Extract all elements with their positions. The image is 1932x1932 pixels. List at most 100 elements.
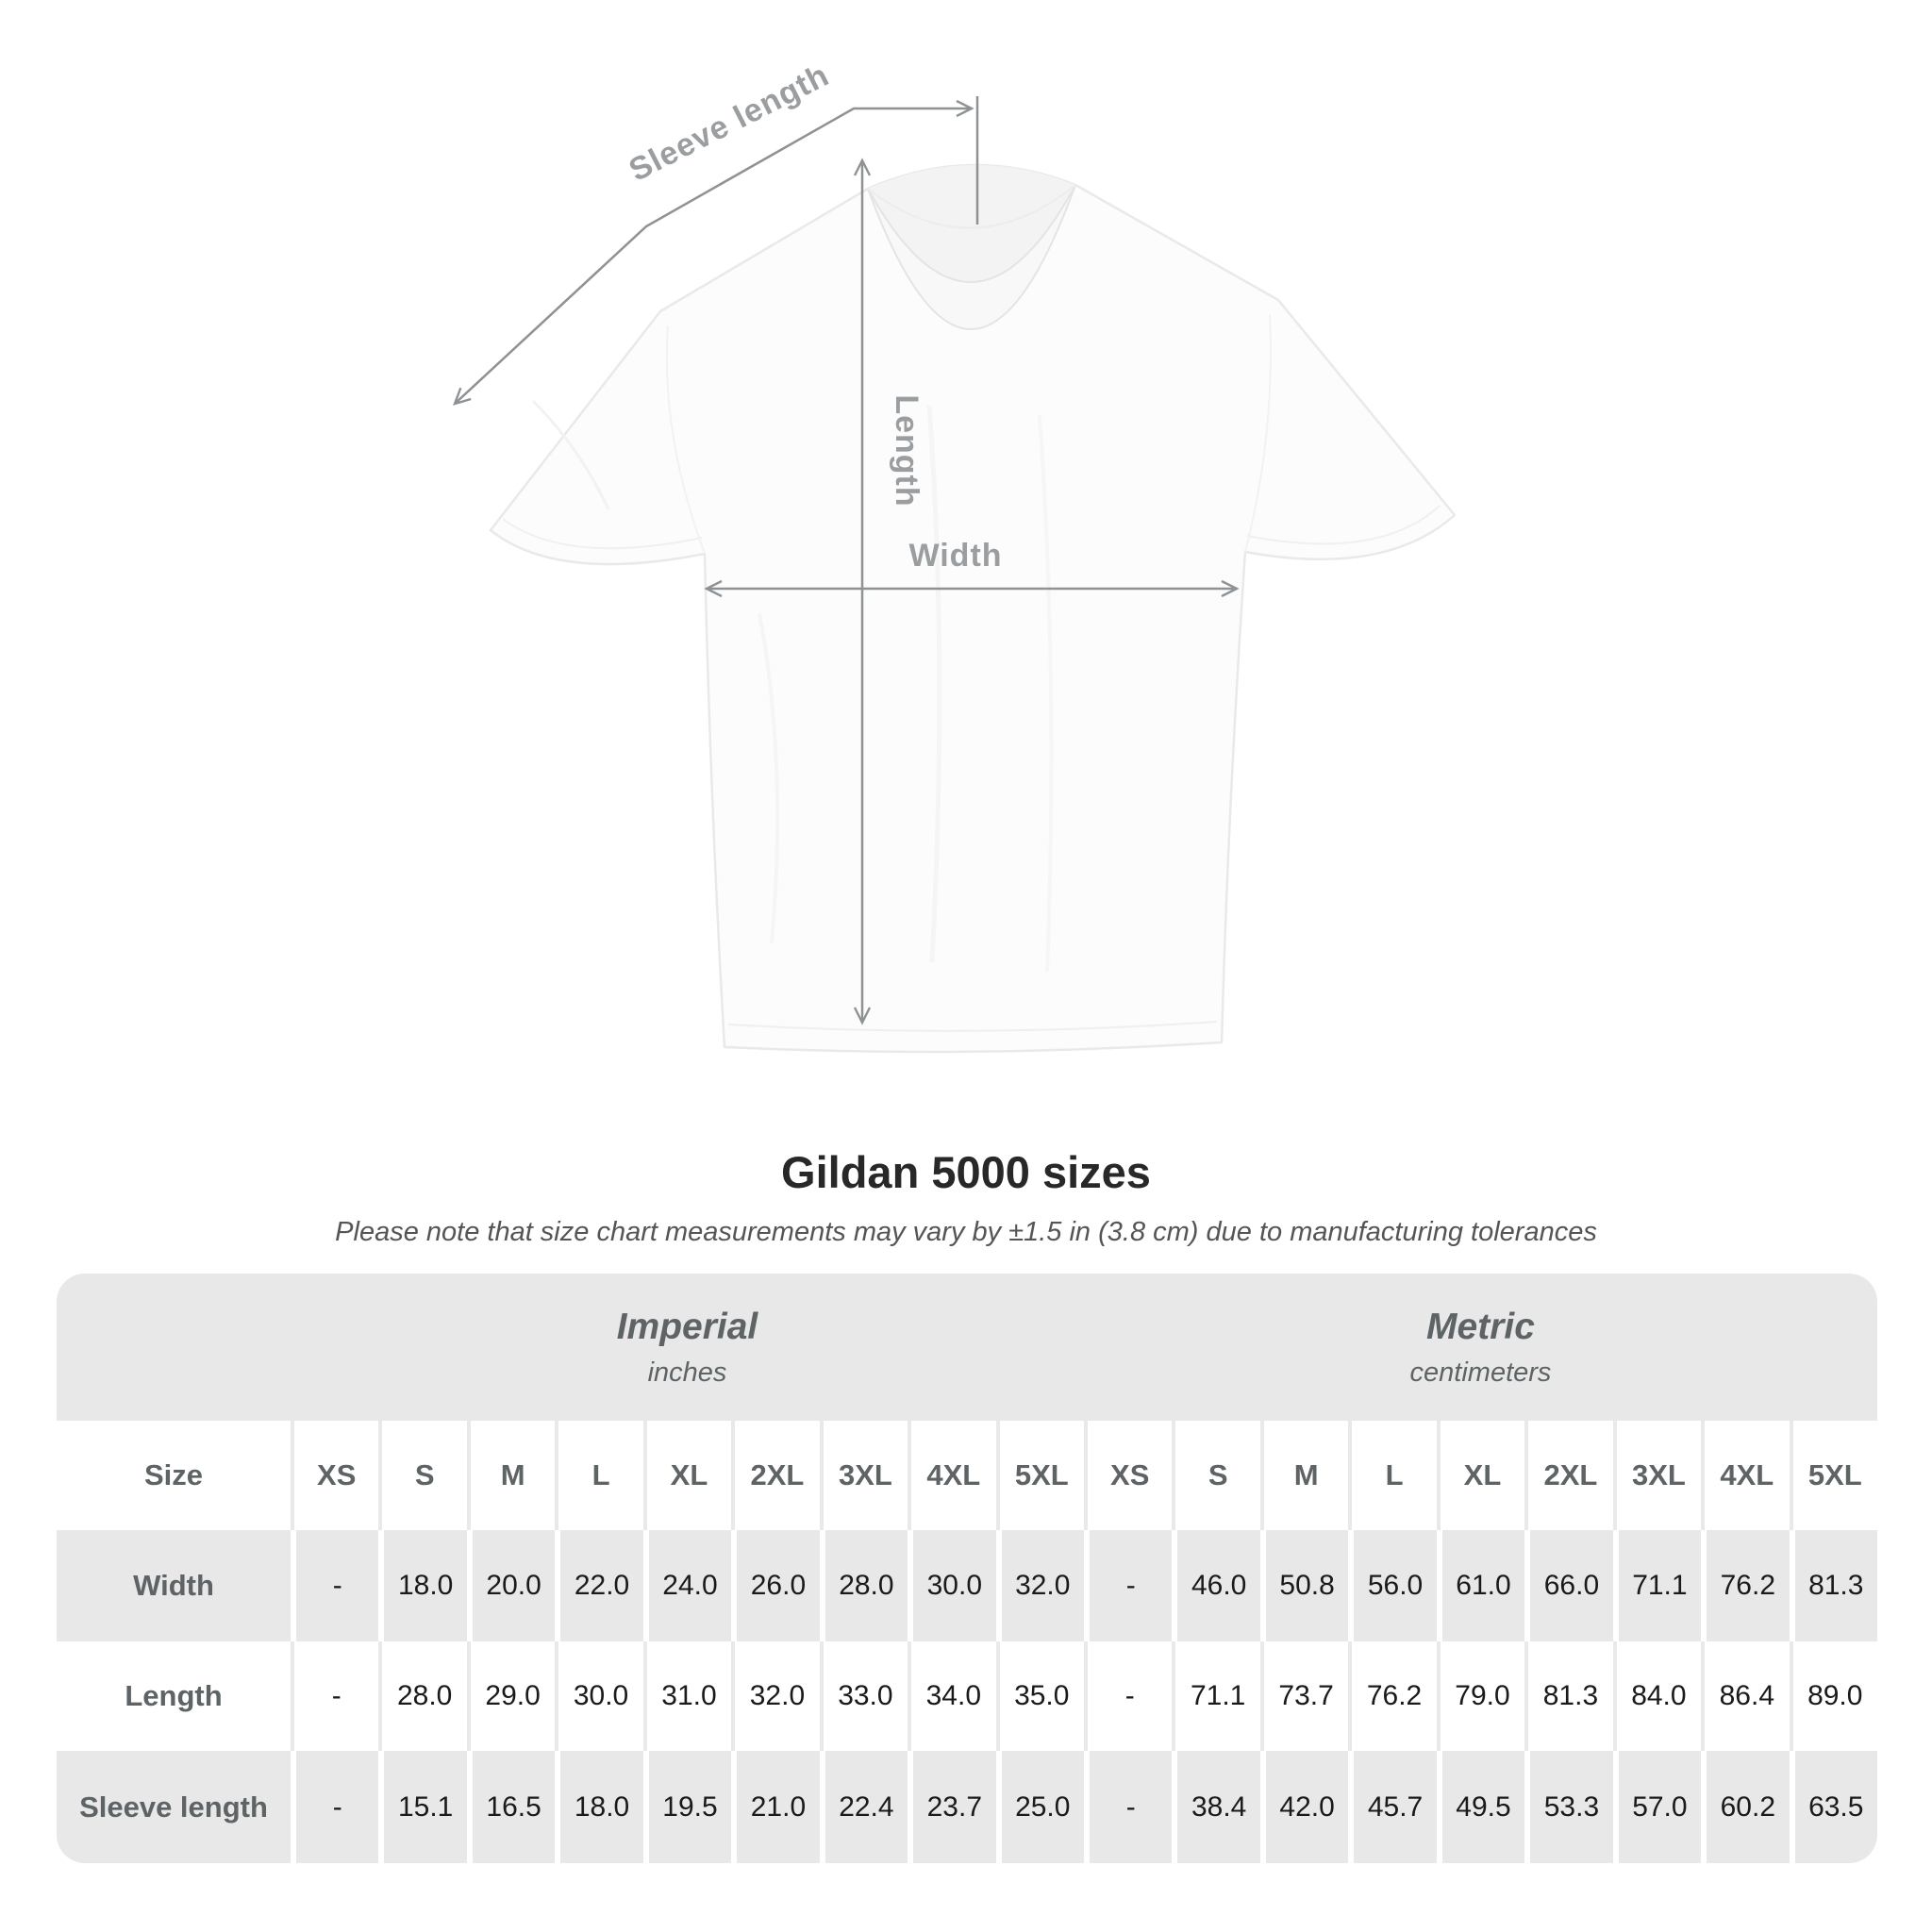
imperial-size-header-l: L	[555, 1421, 643, 1530]
metric-sublabel: centimeters	[1409, 1357, 1552, 1388]
metric-value-cell: 76.2	[1701, 1530, 1790, 1641]
imperial-value-cell: 30.0	[908, 1530, 996, 1641]
metric-value-cell: 46.0	[1172, 1530, 1260, 1641]
imperial-value-cell: 21.0	[731, 1751, 820, 1863]
sleeve-fold-line	[531, 399, 610, 510]
imperial-value-cell: 18.0	[555, 1751, 643, 1863]
metric-value-cell: 61.0	[1436, 1530, 1525, 1641]
imperial-size-header-3xl: 3XL	[819, 1421, 908, 1530]
unit-band-background	[57, 1274, 1877, 1421]
imperial-size-header-xl: XL	[642, 1421, 732, 1530]
metric-value-cell: 89.0	[1789, 1641, 1877, 1751]
size-column-header: Size	[57, 1421, 291, 1530]
metric-value-cell: 42.0	[1259, 1751, 1349, 1863]
imperial-size-header-xs: XS	[291, 1421, 379, 1530]
imperial-value-cell: 26.0	[731, 1530, 820, 1641]
imperial-size-header-2xl: 2XL	[731, 1421, 820, 1530]
row-label-length: Length	[125, 1679, 223, 1712]
tshirt-illustration	[489, 163, 1457, 1054]
imperial-value-cell: 32.0	[995, 1530, 1084, 1641]
imperial-size-header-4xl: 4XL	[908, 1421, 996, 1530]
imperial-value-cell: 28.0	[819, 1530, 908, 1641]
metric-value-cell: 66.0	[1524, 1530, 1613, 1641]
metric-size-header-2xl: 2XL	[1524, 1421, 1613, 1530]
metric-size-header-3xl: 3XL	[1612, 1421, 1702, 1530]
metric-value-cell: 71.1	[1612, 1530, 1702, 1641]
imperial-value-cell: 22.4	[819, 1751, 908, 1863]
tshirt-diagram: Sleeve length Length Width	[453, 58, 1457, 1054]
metric-value-cell: 84.0	[1612, 1641, 1701, 1751]
imperial-value-cell: 29.0	[466, 1641, 555, 1751]
metric-size-header-xl: XL	[1436, 1421, 1525, 1530]
metric-value-cell: 60.2	[1701, 1751, 1790, 1863]
metric-value-cell: -	[1083, 1530, 1173, 1641]
metric-value-cell: 49.5	[1436, 1751, 1525, 1863]
metric-value-cell: 79.0	[1436, 1641, 1524, 1751]
metric-value-cell: -	[1083, 1751, 1173, 1863]
page-title: Gildan 5000 sizes	[781, 1147, 1151, 1197]
metric-size-header-m: M	[1259, 1421, 1349, 1530]
imperial-value-cell: 16.5	[466, 1751, 556, 1863]
imperial-value-cell: -	[291, 1530, 379, 1641]
sleeve-length-arrow	[453, 99, 974, 406]
imperial-value-cell: 32.0	[731, 1641, 819, 1751]
imperial-value-cell: 35.0	[995, 1641, 1084, 1751]
width-label: Width	[908, 538, 1002, 574]
metric-value-cell: 63.5	[1789, 1751, 1877, 1863]
imperial-label: Imperial	[616, 1306, 758, 1347]
left-sleeve-stitch	[502, 518, 703, 550]
metric-value-cell: 73.7	[1259, 1641, 1348, 1751]
imperial-size-header-s: S	[378, 1421, 467, 1530]
metric-value-cell: 56.0	[1348, 1530, 1437, 1641]
right-sleeve-stitch	[1246, 505, 1441, 545]
imperial-value-cell: 31.0	[642, 1641, 731, 1751]
metric-unit-header: Metric centimeters	[1084, 1274, 1877, 1421]
metric-value-cell: 81.3	[1789, 1530, 1877, 1641]
wrinkle-line	[926, 405, 942, 963]
right-sleeve-seam	[1244, 313, 1272, 553]
imperial-value-cell: 25.0	[995, 1751, 1084, 1863]
imperial-value-cell: 18.0	[378, 1530, 467, 1641]
metric-value-cell: -	[1083, 1641, 1172, 1751]
imperial-size-header-5xl: 5XL	[995, 1421, 1084, 1530]
imperial-value-cell: 23.7	[908, 1751, 996, 1863]
row-label-sleeve-length: Sleeve length	[57, 1751, 291, 1863]
page-subtitle: Please note that size chart measurements…	[335, 1217, 1597, 1247]
metric-value-cell: 81.3	[1524, 1641, 1612, 1751]
metric-size-header-xs: XS	[1083, 1421, 1173, 1530]
imperial-value-cell: 24.0	[642, 1530, 732, 1641]
imperial-value-cell: 15.1	[378, 1751, 467, 1863]
imperial-value-cell: -	[291, 1751, 379, 1863]
imperial-value-cell: 22.0	[555, 1530, 643, 1641]
metric-value-cell: 76.2	[1348, 1641, 1436, 1751]
imperial-value-cell: -	[291, 1641, 378, 1751]
size-table: Imperial inches Metric centimeters Size …	[57, 1274, 1877, 1863]
imperial-value-cell: 28.0	[378, 1641, 466, 1751]
wrinkle-line	[758, 612, 780, 944]
imperial-value-cell: 30.0	[555, 1641, 642, 1751]
imperial-sublabel: inches	[647, 1357, 727, 1388]
metric-label: Metric	[1426, 1306, 1535, 1347]
metric-size-header-s: S	[1172, 1421, 1260, 1530]
wrinkle-line	[1038, 414, 1054, 973]
imperial-value-cell: 33.0	[819, 1641, 908, 1751]
metric-value-cell: 38.4	[1172, 1751, 1260, 1863]
metric-value-cell: 71.1	[1172, 1641, 1259, 1751]
imperial-size-header-m: M	[466, 1421, 556, 1530]
metric-value-cell: 86.4	[1701, 1641, 1789, 1751]
imperial-value-cell: 34.0	[908, 1641, 995, 1751]
metric-size-header-4xl: 4XL	[1701, 1421, 1790, 1530]
hem-stitch	[727, 1021, 1218, 1032]
metric-value-cell: 53.3	[1524, 1751, 1613, 1863]
row-label-width: Width	[57, 1530, 291, 1641]
metric-size-header-l: L	[1348, 1421, 1437, 1530]
imperial-value-cell: 20.0	[466, 1530, 556, 1641]
length-label: Length	[889, 394, 924, 507]
metric-value-cell: 57.0	[1612, 1751, 1702, 1863]
metric-value-cell: 45.7	[1348, 1751, 1437, 1863]
imperial-unit-header: Imperial inches	[291, 1274, 1084, 1421]
metric-size-header-5xl: 5XL	[1789, 1421, 1877, 1530]
metric-value-cell: 50.8	[1259, 1530, 1349, 1641]
sleeve-length-label: Sleeve length	[624, 58, 835, 189]
